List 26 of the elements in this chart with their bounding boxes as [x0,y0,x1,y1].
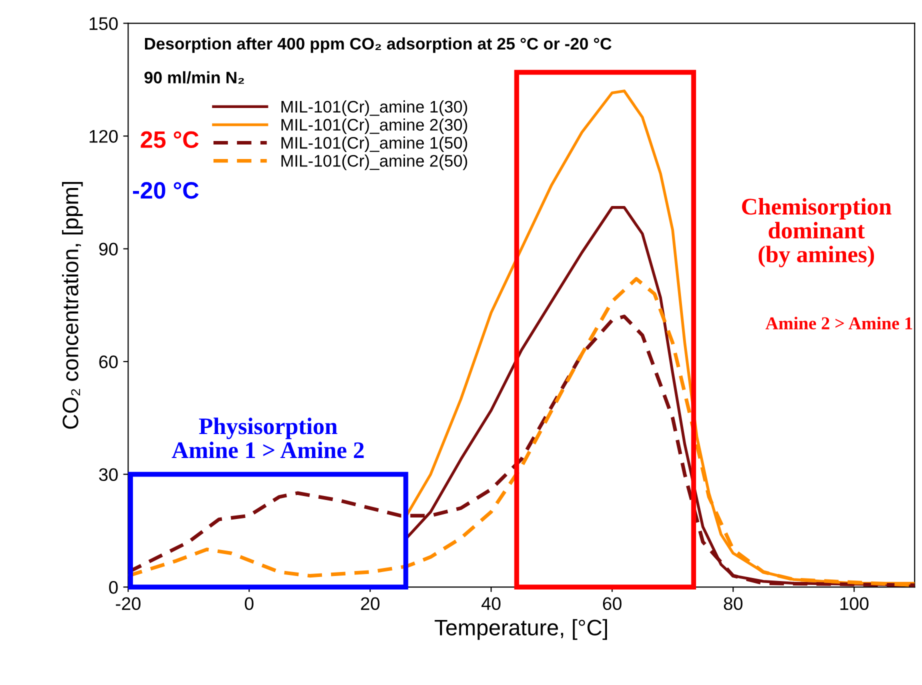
x-tick-label: 80 [724,597,742,610]
annotation: Physisorption Amine 1 > Amine 2 [172,418,364,458]
legend-label: MIL-101(Cr)_amine 1(50) [282,136,468,152]
x-tick-label: 40 [482,597,500,610]
x-tick-label: 100 [840,597,868,610]
annotation: 25 °C [140,131,199,148]
text: Desorption after 400 ppm CO₂ adsorption at 25 °C or -20 °C [145,37,612,53]
x-tick-label: 20 [361,597,380,610]
x-tick-label: -20 [116,597,140,610]
y-tick-label: 120 [90,130,118,143]
y-axis-title: CO₂ concentration, [ppm] [62,182,83,429]
legend-label: MIL-101(Cr)_amine 2(30) [282,118,468,134]
annotation: -20 °C [133,182,199,199]
y-tick-label: 90 [99,242,118,256]
y-tick-label: 0 [109,580,118,594]
annotation: Chemisorption dominant (by amines) [742,198,892,268]
text: 90 ml/min N₂ [144,71,244,84]
annotation: Amine 2 > Amine 1 [766,316,912,330]
x-tick-label: 0 [244,597,254,610]
x-tick-label: 60 [603,597,622,610]
legend-label: MIL-101(Cr)_amine 2(50) [282,154,468,170]
x-axis-title: Temperature, [°C] [434,619,607,640]
y-tick-label: 30 [99,468,118,482]
y-tick-label: 150 [90,17,118,30]
legend-label: MIL-101(Cr)_amine 1(30) [282,100,468,116]
y-tick-label: 60 [99,355,118,368]
